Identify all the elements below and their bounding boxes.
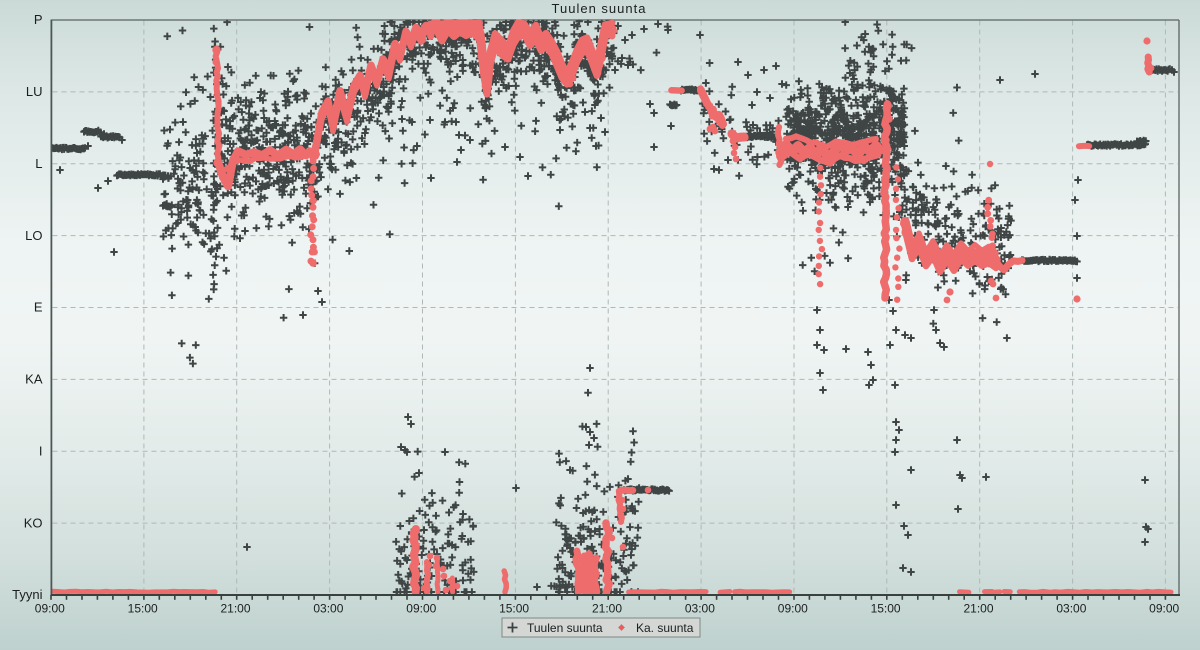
- svg-text:LU: LU: [26, 84, 43, 99]
- svg-text:Tuulen suunta: Tuulen suunta: [527, 621, 603, 635]
- svg-text:L: L: [35, 156, 42, 171]
- svg-text:09:00: 09:00: [406, 601, 436, 615]
- svg-text:15:00: 15:00: [499, 601, 529, 615]
- svg-text:09:00: 09:00: [35, 601, 65, 615]
- svg-text:KO: KO: [24, 515, 43, 530]
- svg-text:I: I: [39, 443, 43, 458]
- svg-text:15:00: 15:00: [128, 601, 158, 615]
- svg-text:LO: LO: [25, 228, 42, 243]
- svg-text:E: E: [34, 300, 43, 315]
- svg-text:Ka. suunta: Ka. suunta: [636, 621, 694, 635]
- svg-text:09:00: 09:00: [1149, 601, 1179, 615]
- svg-text:KA: KA: [25, 372, 43, 387]
- svg-text:09:00: 09:00: [778, 601, 808, 615]
- svg-text:15:00: 15:00: [871, 601, 901, 615]
- svg-text:03:00: 03:00: [313, 601, 343, 615]
- svg-text:Tyyni: Tyyni: [12, 587, 42, 602]
- svg-text:P: P: [34, 12, 43, 27]
- svg-text:21:00: 21:00: [220, 601, 250, 615]
- svg-text:Tuulen suunta: Tuulen suunta: [552, 1, 647, 16]
- svg-text:21:00: 21:00: [963, 601, 993, 615]
- svg-text:03:00: 03:00: [685, 601, 715, 615]
- svg-text:21:00: 21:00: [592, 601, 622, 615]
- svg-text:03:00: 03:00: [1056, 601, 1086, 615]
